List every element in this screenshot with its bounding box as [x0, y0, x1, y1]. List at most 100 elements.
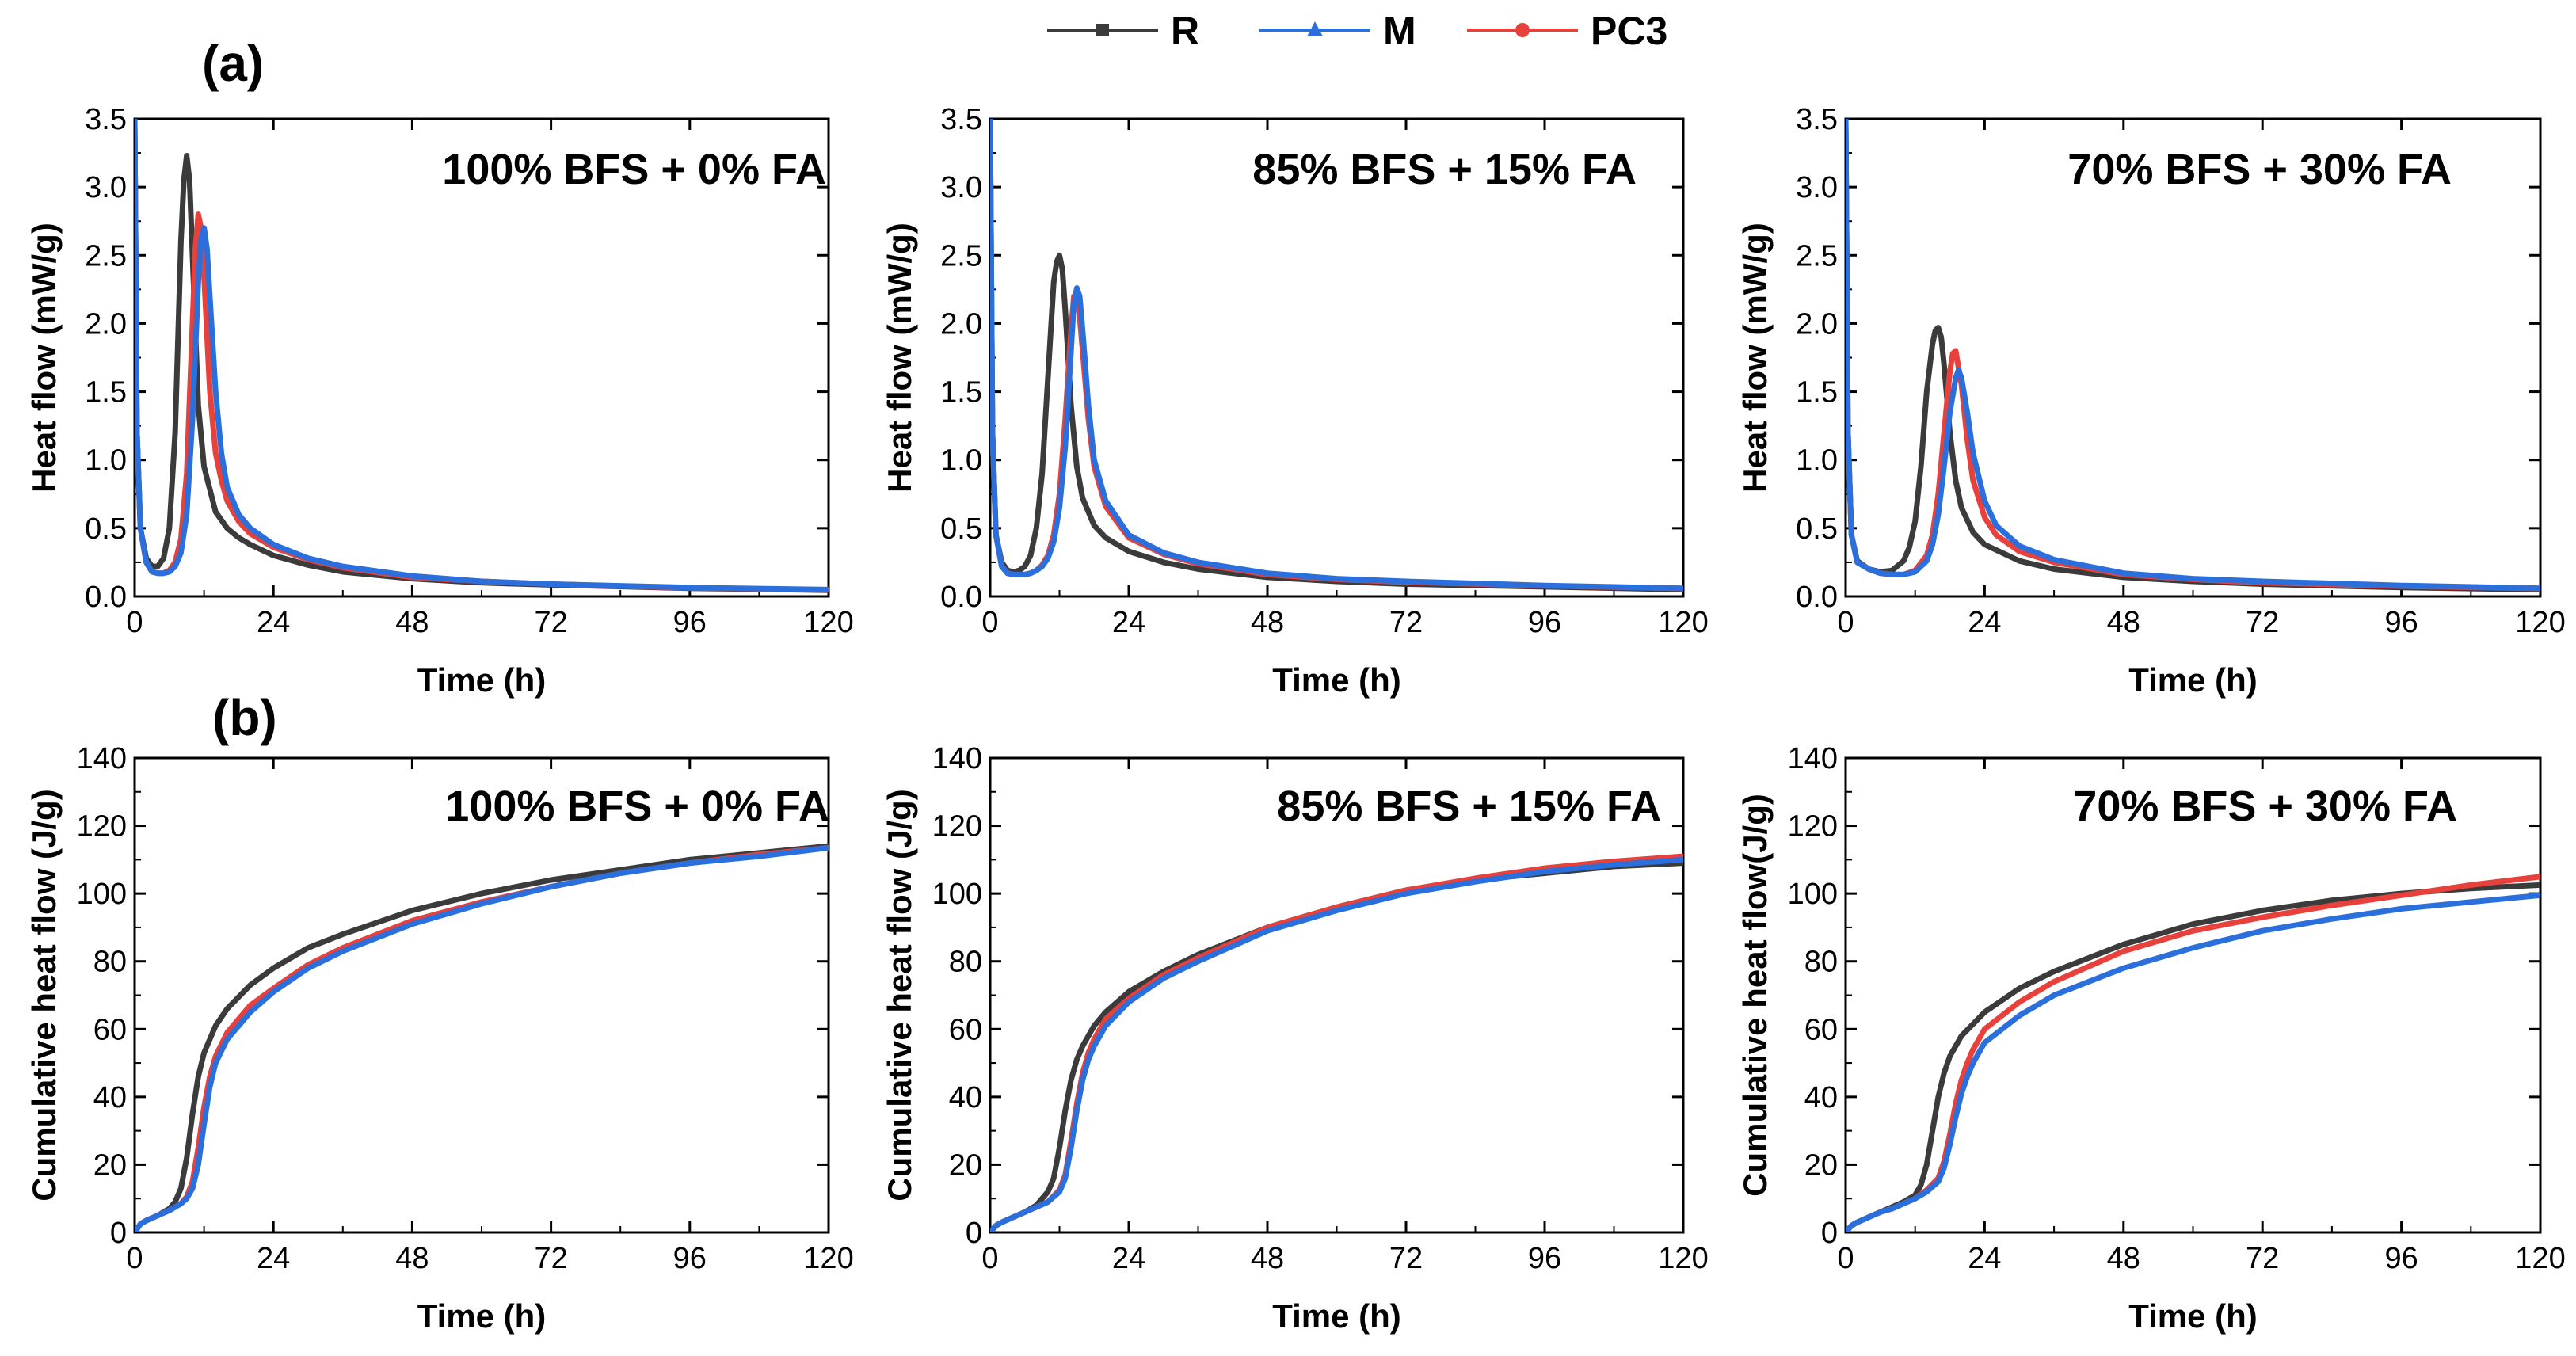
x-tick-label: 96: [673, 606, 707, 639]
x-tick-label: 24: [1968, 606, 2001, 639]
y-tick-label: 40: [949, 1081, 982, 1114]
legend-item-r: R: [1047, 9, 1199, 53]
y-tick-label: 80: [93, 946, 127, 979]
y-tick-label: 1.0: [940, 444, 982, 478]
series-line-m: [1846, 892, 2540, 1232]
y-tick-label: 3.5: [85, 103, 127, 136]
x-tick-label: 96: [1528, 1242, 1561, 1275]
x-tick-label: 0: [1837, 1242, 1854, 1275]
y-tick-label: 80: [1804, 946, 1838, 979]
x-axis-label: Time (h): [1272, 661, 1401, 699]
y-tick-label: 1.5: [940, 376, 982, 409]
y-tick-label: 0.5: [85, 512, 127, 546]
series-line-m: [990, 119, 1683, 592]
x-tick-label: 48: [2107, 606, 2140, 639]
legend-marker-pc3: [1515, 23, 1530, 37]
y-tick-label: 2.0: [1796, 307, 1838, 341]
series-line-m: [1846, 119, 2540, 592]
row-b-label: (b): [212, 689, 277, 746]
x-tick-label: 96: [673, 1242, 707, 1275]
legend-item-pc3: PC3: [1467, 9, 1667, 53]
y-tick-label: 3.0: [1796, 171, 1838, 204]
x-tick-label: 120: [2515, 606, 2565, 639]
y-tick-label: 1.5: [85, 376, 127, 409]
y-tick-label: 20: [1804, 1148, 1838, 1182]
y-tick-label: 60: [949, 1013, 982, 1046]
x-axis-label: Time (h): [417, 1297, 547, 1335]
legend-label-m: M: [1383, 9, 1416, 53]
y-tick-label: 1.0: [85, 444, 127, 478]
x-tick-label: 72: [534, 1242, 567, 1275]
y-tick-label: 20: [93, 1148, 127, 1182]
y-tick-label: 140: [932, 742, 982, 775]
y-tick-label: 20: [949, 1148, 982, 1182]
x-tick-label: 0: [126, 1242, 143, 1275]
legend-marker-m: [1307, 21, 1323, 36]
x-tick-label: 120: [1658, 1242, 1708, 1275]
y-tick-label: 100: [1788, 878, 1838, 911]
series-line-m: [990, 856, 1683, 1232]
legend-marker-r: [1096, 24, 1109, 36]
x-tick-label: 72: [2246, 1242, 2279, 1275]
x-tick-label: 24: [1112, 606, 1145, 639]
y-axis-label: Heat flow (mW/g): [881, 223, 918, 493]
y-tick-label: 0: [1821, 1217, 1838, 1250]
x-tick-label: 120: [2515, 1242, 2565, 1275]
x-tick-label: 96: [2384, 1242, 2418, 1275]
x-axis-label: Time (h): [2128, 661, 2258, 699]
x-tick-label: 120: [803, 606, 853, 639]
x-tick-label: 0: [981, 606, 998, 639]
y-tick-label: 3.0: [85, 171, 127, 204]
x-tick-label: 72: [534, 606, 567, 639]
x-tick-label: 48: [1251, 1242, 1284, 1275]
panel-a-3: 0 24 48 72 96 120 0.0 0.5 1.0 1.5 2.0 2.5 3.0 3.5 Time…: [1736, 103, 2566, 699]
y-tick-label: 3.5: [1796, 103, 1838, 136]
x-tick-label: 120: [803, 1242, 853, 1275]
y-axis-label: Heat flow (mW/g): [25, 223, 63, 493]
x-tick-label: 72: [1389, 606, 1423, 639]
x-tick-label: 48: [1251, 606, 1284, 639]
y-tick-label: 100: [932, 878, 982, 911]
legend: R M PC3: [1047, 9, 1667, 53]
y-tick-label: 60: [1804, 1013, 1838, 1046]
y-axis-label: Heat flow (mW/g): [1736, 223, 1774, 493]
legend-label-r: R: [1171, 9, 1199, 53]
series-line-m: [135, 119, 829, 592]
x-tick-label: 48: [395, 1242, 429, 1275]
x-axis-label: Time (h): [2128, 1297, 2258, 1335]
y-tick-label: 0: [110, 1217, 127, 1250]
panel-title: 100% BFS + 0% FA: [442, 146, 826, 193]
y-tick-label: 2.0: [940, 307, 982, 341]
y-tick-label: 0.0: [940, 581, 982, 614]
x-tick-label: 0: [126, 606, 143, 639]
x-axis-label: Time (h): [417, 661, 547, 699]
y-tick-label: 0.0: [1796, 581, 1838, 614]
panel-title: 100% BFS + 0% FA: [445, 783, 829, 830]
y-tick-label: 0: [966, 1217, 982, 1250]
y-tick-label: 2.5: [1796, 239, 1838, 272]
row-a-label: (a): [202, 35, 264, 92]
panel-b-1: 0 24 48 72 96 120 0 20 40 60 80 100 120 140 Time (h) Cu…: [25, 742, 854, 1335]
x-tick-label: 96: [2384, 606, 2418, 639]
panel-a-1: 0 24 48 72 96 120 0.0 0.5 1.0 1.5 2.0 2.5 3.0 3.5 Time…: [25, 103, 854, 699]
x-tick-label: 120: [1658, 606, 1708, 639]
x-tick-label: 72: [1389, 1242, 1423, 1275]
x-tick-label: 24: [257, 1242, 290, 1275]
y-tick-label: 80: [949, 946, 982, 979]
y-axis-label: Cumulative heat flow (J/g): [25, 789, 63, 1201]
legend-item-m: M: [1259, 9, 1416, 53]
y-axis-label: Cumulative heat flow(J/g): [1736, 794, 1774, 1197]
x-tick-label: 96: [1528, 606, 1561, 639]
x-tick-label: 48: [2107, 1242, 2140, 1275]
y-tick-label: 100: [77, 878, 127, 911]
x-tick-label: 48: [395, 606, 429, 639]
y-tick-label: 0.5: [940, 512, 982, 546]
x-axis-label: Time (h): [1272, 1297, 1401, 1335]
x-tick-label: 0: [1837, 606, 1854, 639]
panel-b-3: 0 24 48 72 96 120 0 20 40 60 80 100 120 140 Time (h) Cu…: [1736, 742, 2566, 1335]
legend-label-pc3: PC3: [1591, 9, 1667, 53]
series-line-m: [135, 844, 829, 1232]
panel-title: 85% BFS + 15% FA: [1252, 146, 1637, 193]
y-tick-label: 2.5: [85, 239, 127, 272]
